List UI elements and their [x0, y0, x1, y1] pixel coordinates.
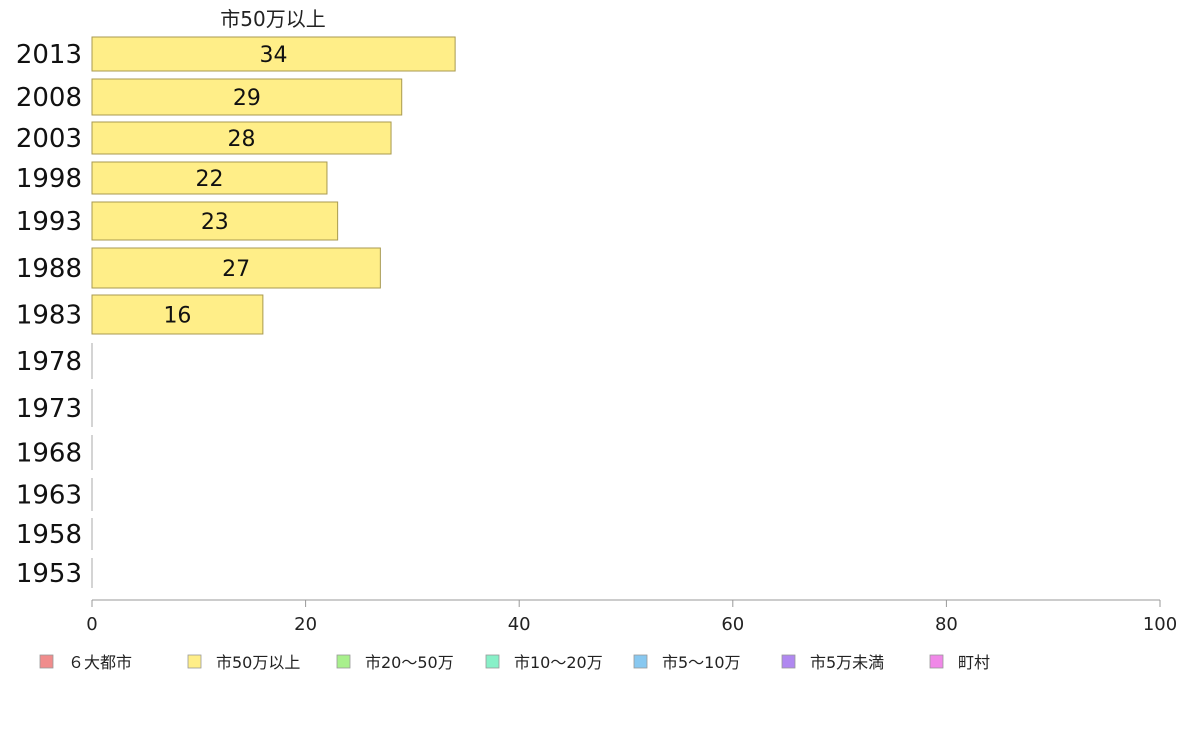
y-tick-label: 1983: [16, 301, 82, 331]
legend-swatch: [633, 654, 648, 669]
bar-value-label: 28: [228, 127, 256, 152]
bar: [91, 121, 392, 155]
bar-value-label: 34: [260, 43, 288, 68]
legend-label: ６大都市: [68, 653, 132, 672]
bar-value-label: 22: [195, 167, 223, 192]
x-tick-label: 0: [86, 614, 97, 635]
y-tick-label: 1978: [16, 347, 82, 377]
y-tick-label: 1988: [16, 254, 82, 284]
y-tick-label: 1998: [16, 164, 82, 194]
legend-swatch: [929, 654, 944, 669]
legend-swatch: [187, 654, 202, 669]
bar: [91, 78, 403, 116]
legend-label: 市5万未満: [810, 653, 884, 672]
legend-label: 町村: [958, 653, 990, 672]
legend-swatch: [39, 654, 54, 669]
y-tick-label: 1953: [16, 559, 82, 589]
x-tick-label: 80: [935, 614, 958, 635]
bar-value-label: 23: [201, 210, 229, 235]
legend-label: 市50万以上: [216, 653, 300, 672]
y-axis-labels: 2013 2008 2003 1998 1993 1988 1983 1978 1973 1968…: [16, 40, 82, 589]
bar-value-label: 27: [222, 257, 250, 282]
legend-label: 市20〜50万: [365, 653, 454, 672]
x-tick-label: 60: [721, 614, 744, 635]
legend: ６大都市 市50万以上 市20〜50万 市10〜20万 市5〜10万 市5万未満 町村: [39, 653, 990, 672]
y-tick-label: 1993: [16, 207, 82, 237]
x-tick-label: 20: [294, 614, 317, 635]
y-tick-label: 1973: [16, 394, 82, 424]
bar: [91, 201, 339, 241]
x-axis: 0 20 40 60 80 100: [86, 599, 1177, 635]
y-tick-label: 2003: [16, 124, 82, 154]
y-tick-label: 1958: [16, 520, 82, 550]
bar: [91, 294, 264, 335]
bar: [91, 161, 328, 195]
bar-value-label: 16: [163, 304, 191, 329]
y-tick-label: 2013: [16, 40, 82, 70]
legend-label: 市10〜20万: [514, 653, 603, 672]
legend-swatch: [485, 654, 500, 669]
legend-swatch: [336, 654, 351, 669]
bar-value-label: 29: [233, 86, 261, 111]
y-tick-label: 2008: [16, 83, 82, 113]
y-tick-label: 1963: [16, 481, 82, 511]
x-tick-label: 100: [1143, 614, 1177, 635]
bar: [91, 36, 456, 72]
x-tick-label: 40: [508, 614, 531, 635]
legend-label: 市5〜10万: [662, 653, 741, 672]
series-title: 市50万以上: [220, 7, 325, 31]
y-tick-label: 1968: [16, 439, 82, 469]
bar: [91, 247, 381, 289]
legend-swatch: [781, 654, 796, 669]
